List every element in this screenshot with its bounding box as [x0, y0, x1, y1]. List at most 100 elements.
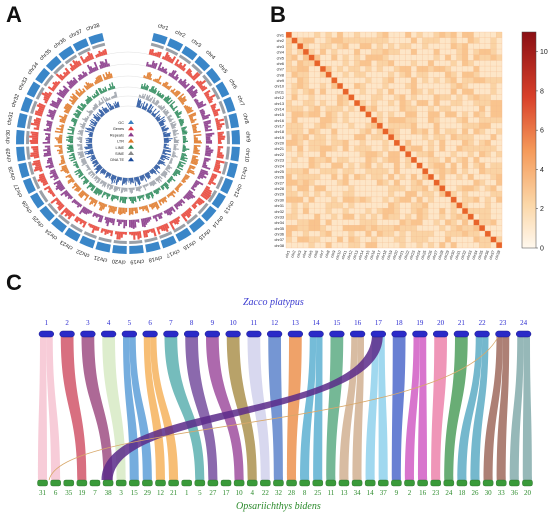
heatmap-cell: [286, 128, 292, 135]
heatmap-cell: [411, 134, 417, 141]
heatmap-cell: [479, 196, 486, 203]
heatmap-cell: [382, 122, 389, 129]
heatmap-cell: [303, 32, 309, 38]
heatmap-cell: [411, 140, 417, 146]
bottom-chromosome-label: 15: [131, 489, 139, 497]
heatmap-cell: [325, 117, 332, 124]
heatmap-cell: [490, 49, 497, 55]
heatmap-cell: [445, 94, 451, 101]
heatmap-cell: [416, 145, 423, 152]
heatmap-cell: [376, 43, 383, 50]
heatmap-diagonal-cell: [439, 185, 446, 192]
heatmap-cell: [337, 43, 343, 50]
top-chromosome-bar: [433, 330, 449, 338]
bottom-chromosome-bar: [430, 479, 441, 487]
heatmap-cell: [490, 140, 497, 146]
heatmap-cell: [433, 145, 440, 152]
heatmap-cell: [388, 230, 395, 237]
heatmap-cell: [416, 174, 423, 180]
heatmap-cell: [337, 179, 343, 186]
heatmap-cell: [456, 66, 463, 72]
heatmap-cell: [399, 83, 406, 89]
bottom-chromosome-label: 27: [209, 489, 217, 497]
heatmap-cell: [433, 94, 440, 101]
heatmap-diagonal-cell: [354, 100, 360, 106]
bottom-chromosome-bar: [482, 479, 494, 487]
heatmap-cell: [405, 128, 412, 135]
heatmap-cell: [286, 168, 292, 175]
heatmap-cell: [325, 242, 332, 249]
heatmap-cell: [445, 71, 451, 78]
heatmap-cell: [348, 54, 355, 61]
heatmap-cell: [303, 151, 309, 158]
heatmap-cell: [331, 128, 338, 135]
heatmap-diagonal-cell: [399, 145, 406, 152]
heatmap-cell: [342, 60, 349, 67]
bottom-chromosome-bar: [181, 479, 192, 487]
bottom-chromosome-label: 12: [157, 489, 165, 497]
heatmap-cell: [399, 185, 406, 192]
heatmap-cell: [479, 168, 486, 175]
bottom-chromosome-label: 35: [65, 489, 73, 497]
heatmap-cell: [337, 71, 343, 78]
heatmap-cell: [359, 242, 366, 249]
heatmap-cell: [428, 77, 434, 84]
heatmap-cell: [308, 49, 315, 55]
heatmap-cell: [371, 191, 378, 197]
heatmap-cell: [428, 230, 434, 237]
heatmap-col-label: chr30: [449, 250, 456, 260]
heatmap-cell: [467, 100, 474, 106]
heatmap-cell: [462, 128, 468, 135]
heatmap-cell: [496, 43, 503, 50]
bottom-chromosome-label: 30: [485, 489, 493, 497]
heatmap-cell: [484, 94, 491, 101]
heatmap-cell: [479, 242, 486, 249]
heatmap-cell: [286, 196, 292, 203]
heatmap-cell: [428, 196, 434, 203]
top-chromosome-label: 19: [416, 319, 424, 327]
heatmap-cell: [445, 145, 451, 152]
heatmap-cell: [348, 202, 355, 209]
top-chromosome-label: 8: [190, 319, 194, 327]
heatmap-diagonal-cell: [462, 208, 468, 214]
heatmap-cell: [496, 157, 503, 163]
heatmap-cell: [484, 122, 491, 129]
heatmap-cell: [371, 60, 378, 67]
heatmap-cell: [314, 94, 321, 101]
heatmap-cell: [456, 140, 463, 146]
heatmap-cell: [297, 60, 304, 67]
heatmap-cell: [291, 230, 298, 237]
heatmap-cell: [479, 236, 486, 243]
heatmap-row-label: chr35: [275, 227, 285, 231]
heatmap-cell: [405, 208, 412, 214]
heatmap-cell: [445, 83, 451, 89]
heatmap-cell: [308, 111, 315, 118]
synteny-ribbon: [46, 336, 61, 480]
heatmap-cell: [456, 100, 463, 106]
heatmap-cell: [303, 225, 309, 232]
heatmap-cell: [416, 179, 423, 186]
heatmap-cell: [445, 37, 451, 44]
heatmap-cell: [331, 145, 338, 152]
heatmap-cell: [411, 242, 417, 249]
heatmap-cell: [303, 202, 309, 209]
heatmap-cell: [342, 43, 349, 50]
top-chromosome-label: 13: [292, 319, 300, 327]
heatmap-cell: [348, 162, 355, 169]
heatmap-cell: [394, 208, 400, 214]
heatmap-cell: [394, 83, 400, 89]
top-chromosome-bar: [495, 330, 511, 338]
heatmap-cell: [371, 100, 378, 106]
heatmap-cell: [416, 208, 423, 214]
heatmap-cell: [399, 32, 406, 38]
bottom-chromosome-label: 4: [250, 489, 254, 497]
heatmap-cell: [286, 43, 292, 50]
heatmap-cell: [439, 213, 446, 220]
heatmap-cell: [428, 66, 434, 72]
bottom-chromosome-bar: [469, 479, 481, 487]
heatmap-cell: [433, 77, 440, 84]
heatmap-cell: [325, 37, 332, 44]
heatmap-cell: [320, 225, 326, 232]
heatmap-cell: [371, 225, 378, 232]
heatmap-cell: [308, 208, 315, 214]
